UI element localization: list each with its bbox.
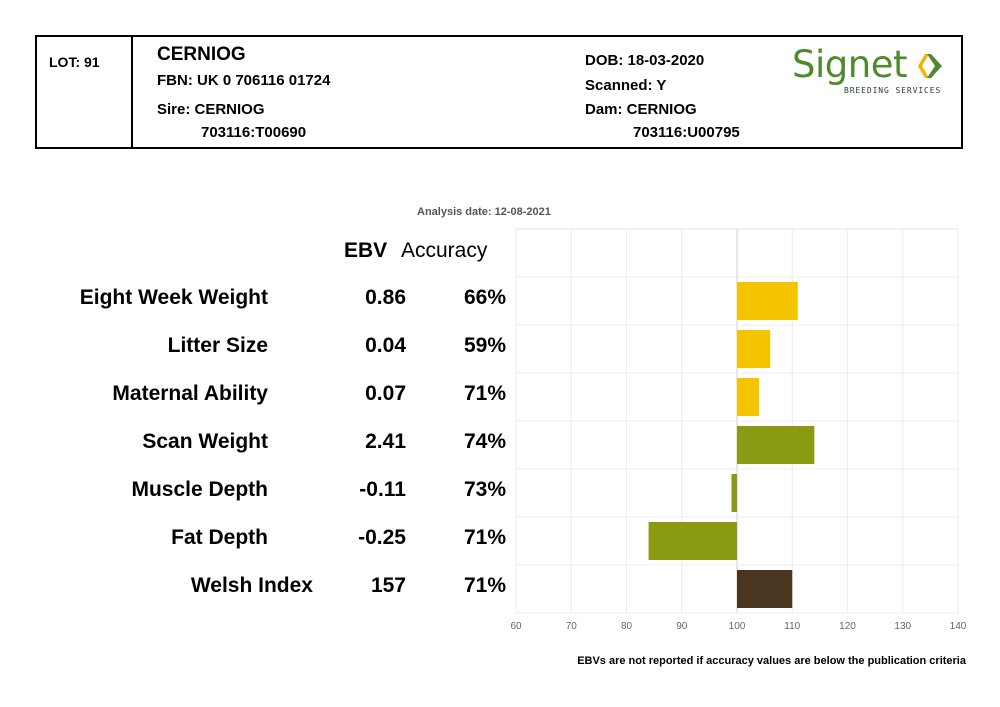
trait-label: Maternal Ability [112, 382, 268, 405]
lot-number: LOT: 91 [49, 54, 100, 70]
ebv-value: -0.25 [358, 526, 406, 549]
ebv-value: 157 [370, 574, 406, 597]
bar [737, 378, 760, 416]
x-tick-label: 140 [950, 621, 967, 632]
trait-label: Scan Weight [142, 430, 268, 453]
trait-label: Welsh Index [190, 574, 313, 597]
x-tick-label: 70 [566, 621, 578, 632]
ebv-value: 0.04 [365, 334, 406, 357]
bar [648, 522, 737, 560]
signet-chevron-icon [918, 54, 942, 78]
accuracy-value: 59% [463, 334, 506, 357]
trait-label: Fat Depth [171, 526, 268, 549]
trait-label: Eight Week Weight [79, 286, 268, 309]
dam-name: Dam: CERNIOG [585, 101, 697, 118]
animal-info-box: LOT: 91 CERNIOG FBN: UK 0 706116 01724 S… [35, 35, 963, 149]
signet-logo: Signet BREEDING SERVICES [792, 43, 952, 101]
scanned-status: Scanned: Y [585, 77, 667, 94]
sire-id: 703116:T00690 [201, 124, 307, 141]
fbn-id: FBN: UK 0 706116 01724 [157, 72, 331, 89]
x-tick-label: 110 [784, 621, 800, 632]
animal-name: CERNIOG [157, 44, 246, 65]
ebv-value: -0.11 [359, 478, 406, 501]
accuracy-value: 73% [463, 478, 506, 501]
x-tick-label: 100 [729, 621, 746, 632]
analysis-date: Analysis date: 12-08-2021 [417, 206, 551, 218]
lot-cell: LOT: 91 [37, 37, 133, 147]
bar [731, 474, 737, 512]
accuracy-value: 71% [463, 526, 506, 549]
ebv-value: 2.41 [365, 430, 406, 453]
logo-subtitle: BREEDING SERVICES [844, 86, 942, 95]
accuracy-value: 71% [463, 382, 506, 405]
x-tick-label: 120 [839, 621, 856, 632]
ebv-column-header: EBV [344, 239, 388, 262]
accuracy-column-header: Accuracy [401, 239, 487, 263]
footnote: EBVs are not reported if accuracy values… [577, 655, 966, 667]
accuracy-value: 66% [463, 286, 506, 309]
trait-label: Litter Size [167, 334, 268, 357]
ebv-value: 0.86 [365, 286, 406, 309]
x-tick-label: 80 [621, 621, 633, 632]
x-tick-label: 90 [676, 621, 688, 632]
date-of-birth: DOB: 18-03-2020 [585, 52, 705, 69]
accuracy-value: 74% [463, 430, 506, 453]
logo-wordmark: Signet [792, 43, 907, 86]
bar [737, 330, 771, 368]
x-tick-label: 60 [510, 621, 522, 632]
accuracy-value: 71% [463, 574, 506, 597]
trait-label: Muscle Depth [131, 478, 268, 501]
bar [737, 426, 815, 464]
bar [737, 282, 798, 320]
accuracy-header-text: Accuracy [401, 239, 488, 262]
ebv-value: 0.07 [365, 382, 406, 405]
sire-name: Sire: CERNIOG [157, 101, 265, 118]
bar [737, 570, 793, 608]
dam-id: 703116:U00795 [633, 124, 740, 141]
x-tick-label: 130 [894, 621, 911, 632]
